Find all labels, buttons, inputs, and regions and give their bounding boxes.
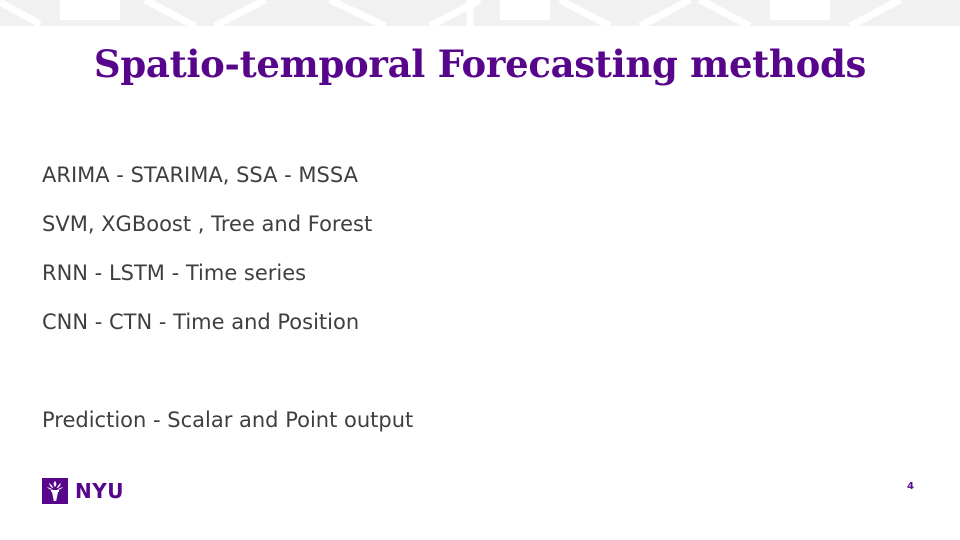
bullet-list: ARIMA - STARIMA, SSA - MSSA SVM, XGBoost… bbox=[42, 151, 413, 445]
page-number: 4 bbox=[907, 481, 914, 492]
slide-title: Spatio-temporal Forecasting methods bbox=[93, 42, 867, 86]
nyu-logo: NYU bbox=[42, 477, 124, 504]
bullet-item: Prediction - Scalar and Point output bbox=[42, 408, 414, 432]
torch-icon bbox=[42, 477, 68, 504]
bullet-item: ARIMA - STARIMA, SSA - MSSA bbox=[42, 163, 358, 187]
header-pattern bbox=[0, 0, 960, 26]
logo-text: NYU bbox=[75, 478, 124, 503]
bullet-item: CNN - CTN - Time and Position bbox=[42, 310, 360, 334]
bullet-item: RNN - LSTM - Time series bbox=[42, 261, 307, 285]
bullet-item: SVM, XGBoost , Tree and Forest bbox=[42, 212, 373, 236]
